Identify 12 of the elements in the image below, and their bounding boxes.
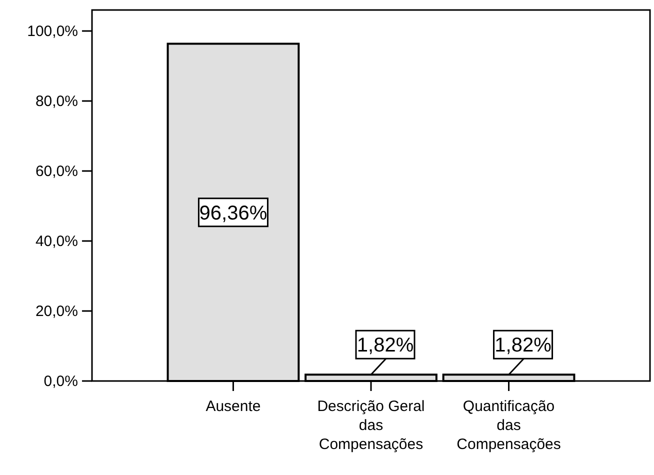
y-tick-label: 20,0% (35, 303, 78, 320)
x-tick-label: Quantificação das Compensações (456, 398, 561, 453)
data-label: 96,36% (199, 202, 268, 224)
y-tick-label: 60,0% (35, 163, 78, 180)
data-label: 1,82% (494, 334, 552, 357)
x-tick-label: Ausente (206, 398, 261, 415)
x-tick-label: Descrição Geral das Compensações (317, 398, 425, 453)
y-tick-label: 40,0% (35, 233, 78, 250)
y-tick-label: 0,0% (44, 373, 78, 390)
data-label: 1,82% (356, 334, 414, 357)
y-tick-label: 80,0% (35, 93, 78, 110)
y-tick-label: 100,0% (27, 23, 78, 40)
